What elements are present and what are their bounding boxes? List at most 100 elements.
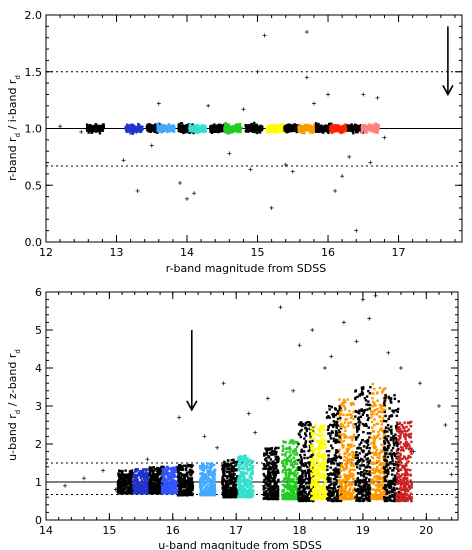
top-outlier-point xyxy=(149,143,154,148)
top-y-axis-label: r-band rd / i-band rd xyxy=(6,75,22,181)
bottom-bin-0 xyxy=(116,469,135,495)
bottom-bin-10 xyxy=(297,421,315,503)
top-outlier-point xyxy=(375,95,380,100)
top-x-tick-label: 15 xyxy=(251,246,265,259)
bottom-bin-8 xyxy=(262,446,280,501)
top-y-tick-label: 1.0 xyxy=(25,123,43,136)
bottom-y-axis-label: u-band rd / z-band rd xyxy=(6,349,22,461)
top-x-axis-label: r-band magnitude from SDSS xyxy=(166,262,326,275)
top-y-tick-label: 2.0 xyxy=(25,9,43,22)
bottom-x-tick-label: 14 xyxy=(39,524,53,537)
bottom-bin-5 xyxy=(198,462,217,497)
top-outlier-point xyxy=(340,174,345,179)
bottom-outlier-point xyxy=(411,449,416,454)
bottom-outlier-point xyxy=(297,343,302,348)
bottom-x-tick-label: 20 xyxy=(419,524,433,537)
top-outliers xyxy=(58,30,387,233)
bottom-outlier-point xyxy=(436,404,441,408)
bottom-outlier-point xyxy=(246,411,251,416)
top-x-tick-label: 13 xyxy=(110,246,124,259)
top-x-tick-label: 12 xyxy=(39,246,53,259)
bottom-x-tick-label: 16 xyxy=(166,524,180,537)
top-outlier-point xyxy=(283,162,288,167)
bottom-bin-13 xyxy=(338,398,356,501)
bottom-outlier-point xyxy=(265,396,270,401)
bottom-x-axis-label: u-band magnitude from SDSS xyxy=(158,539,322,550)
top-outlier-point xyxy=(311,101,316,106)
bottom-bin-3 xyxy=(160,465,179,495)
bottom-outlier-point xyxy=(354,339,359,344)
top-outlier-point xyxy=(354,228,359,233)
bottom-bin-12 xyxy=(325,404,343,503)
top-outlier-point xyxy=(304,30,309,35)
bottom-plot-area xyxy=(46,293,458,503)
top-outlier-point xyxy=(304,75,309,80)
bottom-outlier-point xyxy=(215,445,220,450)
bottom-y-tick-label: 3 xyxy=(35,400,42,413)
bottom-y-tick-label: 4 xyxy=(35,362,42,375)
top-outlier-point xyxy=(361,92,366,97)
bottom-arrow xyxy=(186,330,198,412)
bottom-outlier-point xyxy=(221,381,226,386)
bottom-outlier-point xyxy=(386,350,391,355)
bottom-outlier-point xyxy=(278,305,283,310)
top-x-tick-label: 16 xyxy=(321,246,335,259)
bottom-x-tick-label: 15 xyxy=(102,524,116,537)
bottom-y-tick-label: 2 xyxy=(35,438,42,451)
top-outlier-point xyxy=(79,129,84,134)
top-outlier-point xyxy=(333,188,338,193)
top-panel: r-band rd / i-band rd r-band magnitude f… xyxy=(6,9,463,275)
bottom-y-tick-label: 0 xyxy=(35,514,42,527)
top-outlier-point xyxy=(206,103,211,108)
top-bin-1 xyxy=(124,122,144,135)
bottom-x-tick-label: 19 xyxy=(356,524,370,537)
top-bin-7 xyxy=(223,122,243,135)
top-plot-area xyxy=(46,30,462,233)
bottom-outlier-point xyxy=(322,366,327,370)
bottom-outlier-point xyxy=(101,468,106,473)
bottom-outlier-point xyxy=(443,423,448,427)
top-outlier-point xyxy=(241,107,246,112)
top-outlier-point xyxy=(121,158,126,163)
bottom-outlier-point xyxy=(449,472,454,477)
top-y-tick-label: 0.0 xyxy=(25,236,43,249)
top-outlier-point xyxy=(58,124,63,129)
top-outlier-point xyxy=(248,167,253,172)
top-bin-15 xyxy=(360,122,380,134)
bottom-x-tick-label: 18 xyxy=(293,524,307,537)
top-outlier-point xyxy=(382,135,387,140)
top-bin-13 xyxy=(328,123,349,135)
top-outlier-point xyxy=(135,188,140,193)
top-bin-3 xyxy=(156,122,176,134)
bottom-y-tick-label: 6 xyxy=(35,286,42,299)
top-outlier-point xyxy=(326,92,331,97)
top-bin-5 xyxy=(188,123,208,134)
bottom-bin-11 xyxy=(309,424,328,501)
bottom-x-tick-label: 17 xyxy=(229,524,243,537)
bottom-outlier-point xyxy=(202,434,207,439)
top-outlier-point xyxy=(185,196,190,201)
bottom-outlier-point xyxy=(341,320,346,325)
top-bin-0 xyxy=(85,123,105,135)
top-outlier-point xyxy=(262,33,267,38)
top-arrow xyxy=(442,26,454,97)
top-outlier-point xyxy=(192,191,197,196)
top-y-tick-label: 1.5 xyxy=(25,66,43,79)
top-outlier-point xyxy=(177,180,182,185)
bottom-y-tick-label: 1 xyxy=(35,476,42,489)
bottom-outlier-point xyxy=(398,366,403,370)
top-x-tick-label: 14 xyxy=(180,246,194,259)
bottom-outlier-point xyxy=(145,457,150,462)
top-outlier-point xyxy=(368,160,373,165)
top-outlier-point xyxy=(290,169,295,174)
bottom-bin-17 xyxy=(395,420,413,503)
top-outlier-point xyxy=(347,154,352,159)
bottom-bin-9 xyxy=(281,439,299,501)
top-x-tick-label: 17 xyxy=(392,246,406,259)
bottom-bin-7 xyxy=(237,454,255,499)
top-bin-11 xyxy=(297,123,317,135)
bottom-bin-6 xyxy=(221,458,239,499)
top-outlier-point xyxy=(255,69,260,74)
bottom-outlier-point xyxy=(63,483,68,488)
